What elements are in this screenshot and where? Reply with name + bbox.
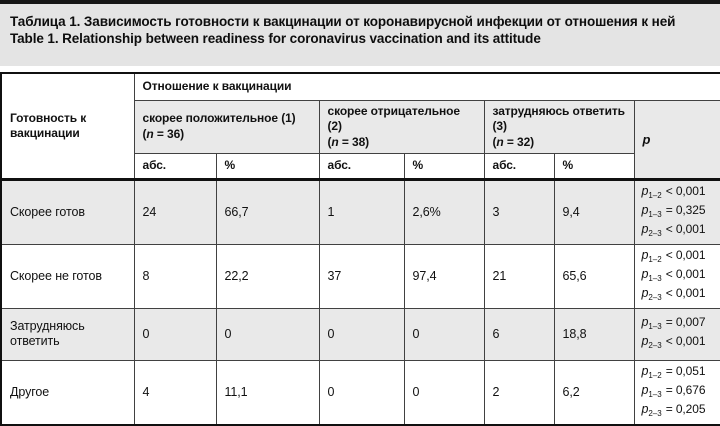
p-column-header: p <box>633 99 720 181</box>
row-label-cell: Другое <box>0 359 135 425</box>
p-values-cell: p1–2 < 0,001 p1–3 = 0,325 p2–3 < 0,001 <box>633 178 720 245</box>
row-label-cell: Скорее не готов <box>0 243 135 309</box>
data-table: Готовность к вакцинации Отношение к вакц… <box>0 72 720 426</box>
group-n-count: (n = 38) <box>327 134 370 149</box>
value-cell: 65,6 <box>553 243 635 309</box>
table-row: Скорее не готов 8 22,2 37 97,4 21 65,6 p… <box>0 243 720 309</box>
value-cell: 37 <box>318 243 405 309</box>
value-cell: 0 <box>318 307 405 361</box>
value-cell: 0 <box>403 359 485 425</box>
group-header-positive: скорее положительное (1) (n = 36) <box>133 99 320 154</box>
value-cell: 11,1 <box>215 359 320 425</box>
value-cell: 8 <box>133 243 217 309</box>
value-cell: 22,2 <box>215 243 320 309</box>
value-cell: 24 <box>133 178 217 245</box>
row-label-cell: Затрудняюсь ответить <box>0 307 135 361</box>
p-values-cell: p1–3 = 0,007 p2–3 < 0,001 <box>633 307 720 361</box>
p-values-cell: p1–2 < 0,001 p1–3 < 0,001 p2–3 < 0,001 <box>633 243 720 309</box>
table-caption-block: Таблица 1. Зависимость готовности к вакц… <box>0 0 720 66</box>
group-n-count: (n = 32) <box>492 134 535 149</box>
value-cell: 0 <box>403 307 485 361</box>
value-cell: 18,8 <box>553 307 635 361</box>
abs-header: абс. <box>483 152 555 181</box>
value-cell: 2,6% <box>403 178 485 245</box>
value-cell: 66,7 <box>215 178 320 245</box>
value-cell: 2 <box>483 359 555 425</box>
value-cell: 0 <box>215 307 320 361</box>
group-header-negative: скорее отрицательное (2) (n = 38) <box>318 99 485 154</box>
pct-header: % <box>403 152 485 181</box>
value-cell: 6,2 <box>553 359 635 425</box>
table-row: Скорее готов 24 66,7 1 2,6% 3 9,4 p1–2 < … <box>0 178 720 245</box>
table-row: Затрудняюсь ответить 0 0 0 0 6 18,8 p1–3… <box>0 307 720 361</box>
value-cell: 97,4 <box>403 243 485 309</box>
row-label-cell: Скорее готов <box>0 178 135 245</box>
abs-header: абс. <box>318 152 405 181</box>
readiness-header-cell: Готовность к вакцинации <box>0 72 135 181</box>
value-cell: 9,4 <box>553 178 635 245</box>
value-cell: 6 <box>483 307 555 361</box>
value-cell: 21 <box>483 243 555 309</box>
attitude-header-cell: Отношение к вакцинации <box>133 72 720 101</box>
abs-header: абс. <box>133 152 217 181</box>
value-cell: 0 <box>318 359 405 425</box>
p-values-cell: p1–2 = 0,051 p1–3 = 0,676 p2–3 = 0,205 <box>633 359 720 425</box>
pct-header: % <box>553 152 635 181</box>
table-title-ru: Таблица 1. Зависимость готовности к вакц… <box>10 14 676 29</box>
group-n-count: (n = 36) <box>142 127 185 141</box>
table-title-en: Table 1. Relationship between readiness … <box>10 31 541 46</box>
table-row: Другое 4 11,1 0 0 2 6,2 p1–2 = 0,051 p1–3… <box>0 359 720 425</box>
value-cell: 3 <box>483 178 555 245</box>
pct-header: % <box>215 152 320 181</box>
group-header-undecided: затрудняюсь ответить (3) (n = 32) <box>483 99 635 154</box>
value-cell: 0 <box>133 307 217 361</box>
value-cell: 1 <box>318 178 405 245</box>
value-cell: 4 <box>133 359 217 425</box>
